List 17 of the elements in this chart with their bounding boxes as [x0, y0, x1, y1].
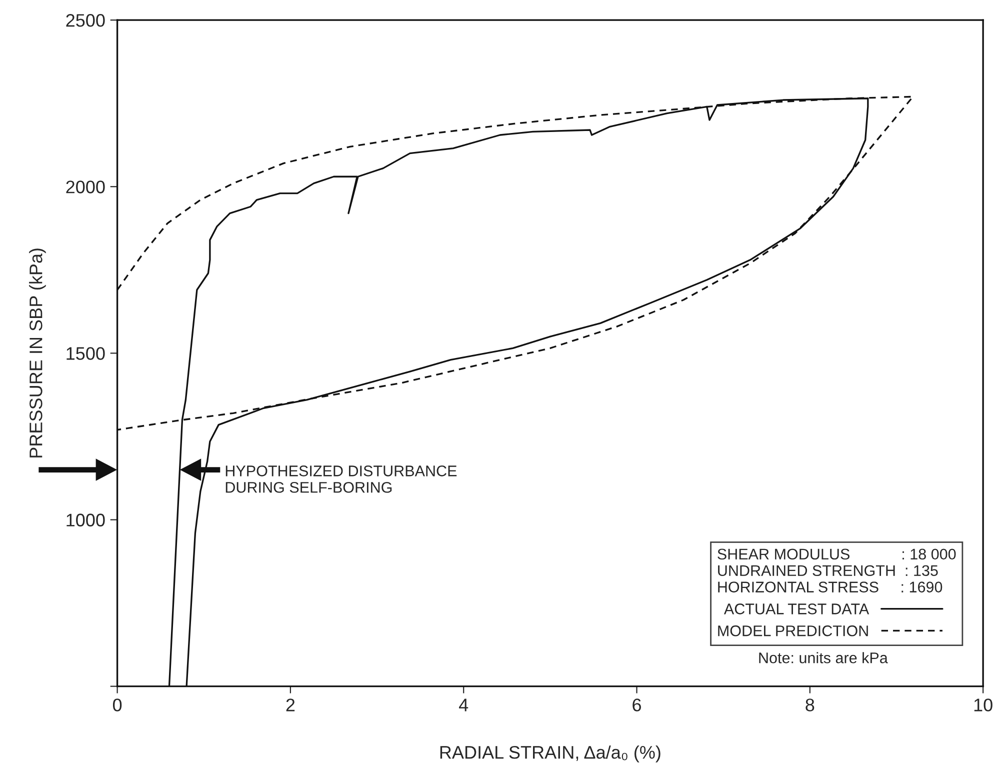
y-tick-label: 1500	[66, 347, 105, 360]
x-tick-label: 0	[112, 698, 122, 712]
x-tick-label: 6	[632, 698, 641, 712]
x-tick-label: 10	[974, 698, 992, 712]
x-tick-label: 8	[806, 698, 814, 712]
x-tick-label: 2	[286, 698, 295, 712]
legend-label: MODEL PREDICTION	[718, 625, 868, 636]
legend-title: SHEAR MODULUS : 18 000 UNDRAINED STRENGTH : 135 HORIZONTAL STRESS : 1690	[718, 548, 956, 592]
legend-label: ACTUAL TEST DATA	[724, 604, 870, 614]
y-axis-title: PRESSURE IN SBP (kPa)	[29, 248, 46, 458]
x-tick-label: 4	[458, 698, 468, 712]
y-tick-label: 2500	[66, 14, 105, 27]
y-tick-label: 1000	[66, 514, 105, 526]
annotation: HYPOTHESIZED DISTURBANCE DURING SELF-BORING	[226, 466, 457, 493]
annotation: Note: units are kPa	[759, 652, 888, 664]
y-tick-label: 2000	[66, 180, 105, 194]
x-axis-title: RADIAL STRAIN, Δa/a₀ (%)	[440, 746, 660, 762]
